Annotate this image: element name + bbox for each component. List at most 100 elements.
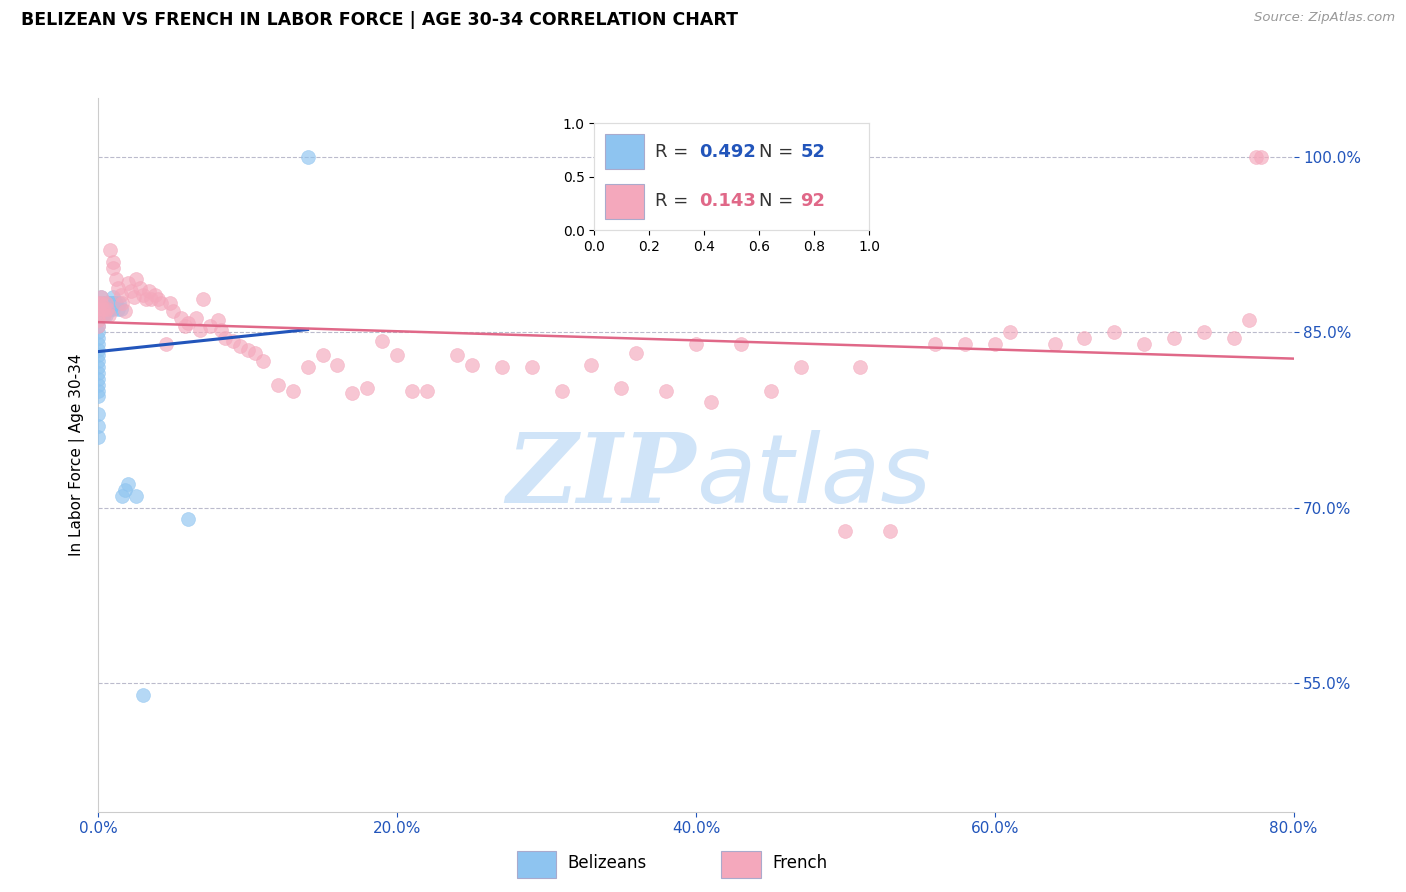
Point <box>87 430 110 444</box>
Point <box>117 477 139 491</box>
Point <box>87 372 110 386</box>
Point <box>491 360 513 375</box>
Point <box>103 255 125 269</box>
Point <box>297 360 319 375</box>
Point <box>311 349 333 363</box>
Point <box>87 384 110 398</box>
Point <box>129 280 152 294</box>
Point <box>87 336 110 351</box>
Text: R =: R = <box>655 143 693 161</box>
Point <box>1073 331 1095 345</box>
Point <box>87 313 110 327</box>
Point <box>1043 336 1066 351</box>
Bar <box>606 134 644 169</box>
Point <box>105 296 128 310</box>
Point <box>789 360 811 375</box>
Point <box>87 349 110 363</box>
Point <box>610 381 633 395</box>
Point <box>624 346 647 360</box>
Point <box>98 243 122 257</box>
Point <box>356 381 378 395</box>
Point <box>87 389 110 403</box>
Point <box>759 384 782 398</box>
Point <box>103 260 125 275</box>
Point <box>139 293 162 307</box>
Point <box>90 290 112 304</box>
Point <box>730 336 752 351</box>
Point <box>87 366 110 380</box>
Point <box>87 377 110 392</box>
Text: 52: 52 <box>800 143 825 161</box>
Bar <box>606 184 644 219</box>
Point <box>188 323 211 337</box>
Point <box>108 296 131 310</box>
Point <box>101 296 124 310</box>
Bar <box>516 851 555 878</box>
Point <box>105 272 128 286</box>
Point <box>117 276 139 290</box>
Point <box>97 296 120 310</box>
Point <box>953 336 976 351</box>
Point <box>90 290 112 304</box>
Point <box>700 395 723 409</box>
Point <box>174 319 197 334</box>
Point <box>125 489 148 503</box>
Point <box>90 296 112 310</box>
Point <box>93 301 115 316</box>
Point <box>96 301 118 316</box>
Point <box>87 354 110 368</box>
Point <box>132 688 155 702</box>
Point <box>91 301 114 316</box>
Point <box>200 319 222 334</box>
Text: N =: N = <box>759 143 799 161</box>
Point <box>209 323 232 337</box>
Point <box>342 385 364 400</box>
Point <box>87 325 110 339</box>
Point <box>96 296 118 310</box>
Point <box>1223 331 1246 345</box>
Point <box>91 308 114 322</box>
Point <box>91 301 114 316</box>
Point <box>124 290 146 304</box>
Point <box>177 512 200 526</box>
Point <box>94 308 117 322</box>
Point <box>184 311 207 326</box>
Point <box>103 301 125 316</box>
Point <box>371 334 394 349</box>
Point <box>125 272 148 286</box>
Point <box>1237 313 1260 327</box>
Point <box>416 384 439 398</box>
Point <box>120 284 142 298</box>
Point <box>87 343 110 357</box>
Point <box>297 150 319 164</box>
Point <box>132 287 155 301</box>
Point <box>655 384 678 398</box>
Point <box>685 336 707 351</box>
Point <box>87 407 110 421</box>
Point <box>236 343 259 357</box>
Point <box>87 360 110 375</box>
Text: 0.492: 0.492 <box>699 143 755 161</box>
Text: N =: N = <box>759 193 799 211</box>
Point <box>107 301 129 316</box>
Text: Belizeans: Belizeans <box>568 854 647 872</box>
Point <box>94 296 117 310</box>
Point <box>1192 325 1215 339</box>
Point <box>207 313 229 327</box>
Point <box>87 313 110 327</box>
Point <box>983 336 1005 351</box>
Point <box>252 354 274 368</box>
Point <box>87 296 110 310</box>
Point <box>87 308 110 322</box>
Point <box>97 301 120 316</box>
Point <box>103 290 125 304</box>
Point <box>98 301 122 316</box>
Point <box>169 311 191 326</box>
Point <box>401 384 423 398</box>
Point <box>97 308 120 322</box>
Point <box>1250 150 1272 164</box>
Point <box>87 296 110 310</box>
Point <box>229 339 252 353</box>
Point <box>520 360 543 375</box>
Point <box>93 308 115 322</box>
